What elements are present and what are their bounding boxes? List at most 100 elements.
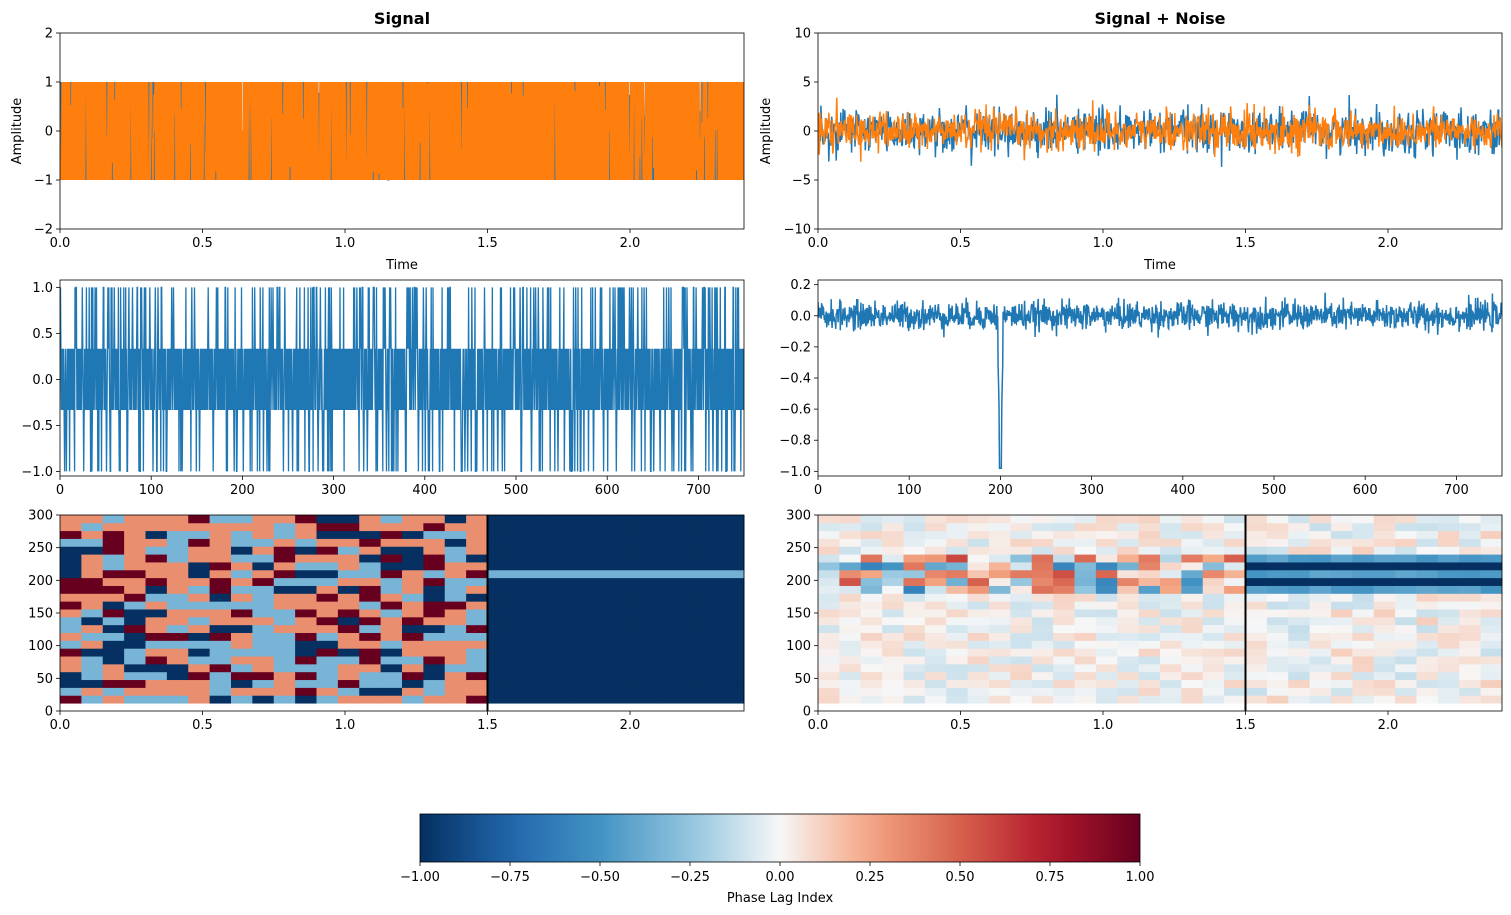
heatmap-cell xyxy=(231,616,253,626)
heatmap-cell xyxy=(166,530,189,539)
heatmap-cell xyxy=(273,632,296,641)
heatmap-cell xyxy=(466,569,488,579)
heatmap-cell xyxy=(124,679,146,688)
heatmap-cell xyxy=(423,554,446,563)
heatmap-cell xyxy=(102,515,125,524)
heatmap-cell xyxy=(1373,577,1396,586)
heatmap-cell xyxy=(946,648,969,657)
heatmap-cell xyxy=(946,593,969,602)
heatmap-cell xyxy=(903,569,926,579)
heatmap-cell xyxy=(81,632,104,641)
heatmap-cell xyxy=(252,515,275,524)
heatmap-cell xyxy=(1309,656,1332,665)
heatmap-cell xyxy=(487,656,510,665)
heatmap-cell xyxy=(903,562,926,571)
heatmap-cell xyxy=(924,593,947,602)
heatmap-cell xyxy=(60,671,82,681)
heatmap-cell xyxy=(508,522,531,532)
heatmap-cell xyxy=(701,671,724,681)
heatmap-cell xyxy=(551,546,574,555)
heatmap-cell xyxy=(209,648,232,657)
heatmap-cell xyxy=(1160,663,1182,673)
heatmap-cell xyxy=(166,632,189,641)
heatmap-cell xyxy=(1245,577,1268,586)
heatmap-cell xyxy=(1309,585,1332,594)
heatmap-cell xyxy=(1181,640,1204,649)
heatmap-cell xyxy=(1373,663,1396,673)
heatmap-cell xyxy=(81,695,104,704)
heatmap-cell xyxy=(679,679,702,688)
heatmap-cell xyxy=(166,687,189,696)
heatmap-cell xyxy=(573,601,595,610)
heatmap-cell xyxy=(252,569,275,579)
heatmap-cell xyxy=(1352,640,1375,649)
heatmap-cell xyxy=(658,663,681,673)
heatmap-cell xyxy=(530,656,553,665)
heatmap-cell xyxy=(124,515,146,524)
heatmap-cell xyxy=(316,522,339,532)
x-tick-label: 1.0 xyxy=(335,718,356,733)
heatmap-cell xyxy=(1480,593,1503,602)
heatmap-cell xyxy=(337,640,360,649)
heatmap-cell xyxy=(551,554,574,563)
heatmap-cell xyxy=(231,593,253,602)
heatmap-cell xyxy=(1010,687,1033,696)
axes-frame xyxy=(817,32,1503,230)
heatmap-cell xyxy=(1224,522,1246,532)
heatmap-cell xyxy=(1416,624,1439,633)
heatmap-cell xyxy=(530,671,553,681)
y-tick-label: 300 xyxy=(28,509,53,524)
heatmap-cell xyxy=(1459,656,1482,665)
heatmap-cell xyxy=(1309,577,1332,586)
heatmap-cell xyxy=(1480,522,1503,532)
heatmap-cell xyxy=(1331,569,1353,579)
heatmap-cell xyxy=(839,679,862,688)
heatmap-cell xyxy=(487,640,510,649)
heatmap-cell xyxy=(466,679,488,688)
heatmap-cell xyxy=(402,640,424,649)
heatmap-cell xyxy=(946,679,969,688)
heatmap-cell xyxy=(967,616,990,626)
heatmap-cell xyxy=(337,515,360,524)
heatmap-cell xyxy=(1373,585,1396,594)
heatmap-cell xyxy=(1202,656,1225,665)
heatmap-cell xyxy=(1031,530,1054,539)
heatmap-cell xyxy=(273,687,296,696)
heatmap-cell xyxy=(1480,530,1503,539)
heatmap-cell xyxy=(679,687,702,696)
heatmap-cell xyxy=(188,695,211,704)
y-tick-label: 200 xyxy=(786,574,811,589)
heatmap-cell xyxy=(1437,695,1460,704)
y-tick-label: 2 xyxy=(45,27,53,42)
heatmap-cell xyxy=(1160,624,1182,633)
heatmap-cell xyxy=(1202,624,1225,633)
heatmap-cell xyxy=(1181,515,1204,524)
heatmap-cell xyxy=(701,648,724,657)
heatmap-cell xyxy=(423,695,446,704)
heatmap-cell xyxy=(1053,593,1075,602)
heatmap-cell xyxy=(1053,538,1075,547)
heatmap-cell xyxy=(273,640,296,649)
heatmap-cell xyxy=(1309,687,1332,696)
heatmap-cell xyxy=(615,616,638,626)
heatmap-cell xyxy=(188,522,211,532)
heatmap-cell xyxy=(924,554,947,563)
heatmap-cell xyxy=(60,609,82,618)
heatmap-cell xyxy=(903,663,926,673)
heatmap-cell xyxy=(444,695,467,704)
heatmap-cell xyxy=(989,656,1011,665)
heatmap-cell xyxy=(551,515,574,524)
heatmap-cell xyxy=(1266,656,1289,665)
heatmap-cell xyxy=(466,663,488,673)
heatmap-cell xyxy=(637,585,659,594)
heatmap-cell xyxy=(637,648,659,657)
heatmap-cell xyxy=(273,546,296,555)
heatmap-cell xyxy=(81,530,104,539)
heatmap-cell xyxy=(1138,671,1161,681)
heatmap-cell xyxy=(1202,577,1225,586)
heatmap-cell xyxy=(1053,663,1075,673)
heatmap-cell xyxy=(1459,687,1482,696)
heatmap-cell xyxy=(1266,695,1289,704)
heatmap-cell xyxy=(1352,569,1375,579)
heatmap-cell xyxy=(1437,515,1460,524)
